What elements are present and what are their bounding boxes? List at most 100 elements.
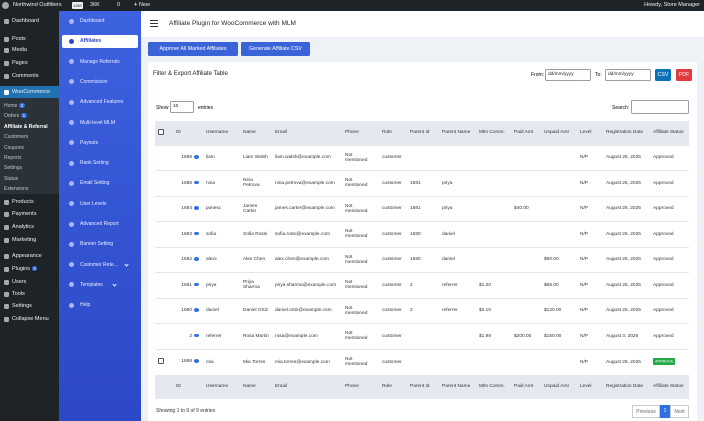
view-icon[interactable] bbox=[194, 231, 199, 236]
site-name[interactable]: Northwind Outfitters bbox=[13, 2, 62, 8]
submenu-item[interactable]: Home 2 bbox=[4, 102, 25, 110]
column-header[interactable]: Affiliate Status bbox=[650, 121, 689, 145]
column-header[interactable]: Unpaid Amt bbox=[541, 121, 577, 145]
view-icon[interactable] bbox=[194, 257, 199, 261]
length-select[interactable]: 10 bbox=[170, 101, 194, 113]
menu-item[interactable]: Dashboard bbox=[12, 17, 39, 25]
column-header[interactable]: Username bbox=[203, 121, 240, 145]
menu-item[interactable]: Users bbox=[12, 278, 26, 286]
plugin-menu-item[interactable]: Multi-level MLM bbox=[80, 119, 116, 126]
menu-item[interactable]: WooCommerce bbox=[12, 88, 50, 96]
column-header[interactable]: Email bbox=[272, 121, 342, 145]
column-header[interactable]: Mlm Comm. bbox=[476, 374, 511, 399]
menu-item[interactable]: Marketing bbox=[12, 236, 36, 244]
column-header[interactable]: Level bbox=[577, 121, 603, 145]
column-header[interactable]: Mlm Comm. bbox=[476, 121, 511, 145]
page-button[interactable]: 1 bbox=[660, 405, 670, 418]
row-checkbox[interactable] bbox=[158, 358, 164, 364]
column-header[interactable]: ID bbox=[173, 374, 203, 399]
column-header[interactable]: Parent Id bbox=[407, 374, 439, 399]
search-input[interactable] bbox=[631, 100, 689, 114]
new-link[interactable]: New bbox=[139, 2, 151, 8]
column-header[interactable]: Name bbox=[240, 374, 272, 399]
next-button[interactable]: Next bbox=[670, 405, 689, 418]
menu-item[interactable]: Media bbox=[12, 46, 27, 54]
column-header[interactable]: ID bbox=[173, 121, 203, 145]
menu-item[interactable]: Comments bbox=[12, 72, 39, 80]
plugin-menu-item[interactable]: Advanced Report bbox=[80, 221, 119, 227]
view-icon[interactable] bbox=[194, 180, 199, 185]
previous-button[interactable]: Previous bbox=[632, 405, 660, 418]
view-icon[interactable] bbox=[194, 206, 199, 210]
plugin-menu-item[interactable]: User Levels bbox=[80, 200, 107, 207]
menu-item[interactable]: Collapse Menu bbox=[12, 315, 49, 323]
menu-item[interactable]: Plugins 2 bbox=[12, 265, 38, 273]
menu-item[interactable]: Analytics bbox=[12, 223, 34, 231]
column-header[interactable]: Role bbox=[379, 121, 407, 145]
hamburger[interactable] bbox=[150, 20, 158, 21]
column-header[interactable]: Email bbox=[272, 374, 342, 399]
plugin-menu-item[interactable]: Advanced Features bbox=[80, 99, 124, 106]
column-header[interactable]: Affiliate Status bbox=[650, 374, 689, 399]
plugin-menu-item[interactable]: Rank Setting bbox=[80, 160, 109, 167]
menu-label: Comments bbox=[12, 73, 39, 79]
approve-button[interactable]: APPROVE bbox=[653, 358, 676, 365]
menu-item[interactable]: Posts bbox=[12, 35, 26, 43]
column-header[interactable]: Registration Date bbox=[603, 121, 650, 145]
column-header[interactable]: Registration Date bbox=[603, 374, 650, 399]
plugin-menu-item[interactable]: Banner Setting bbox=[80, 241, 114, 248]
column-header[interactable]: Parent Id bbox=[407, 121, 439, 145]
column-header[interactable]: Name bbox=[240, 121, 272, 145]
plugin-menu-item[interactable]: Email Setting bbox=[80, 180, 110, 187]
greeting[interactable]: Howdy, Store Manager bbox=[644, 2, 700, 8]
column-header[interactable]: Phone bbox=[342, 374, 379, 399]
select-all-checkbox[interactable] bbox=[158, 129, 164, 135]
table-row: 1684 jamesc James Carter james.carter@examp… bbox=[155, 195, 689, 222]
comments-count[interactable]: 0 bbox=[117, 2, 121, 8]
column-header[interactable]: Paid Amt bbox=[511, 121, 541, 145]
menu-item[interactable]: Appearance bbox=[12, 252, 42, 260]
column-header[interactable]: Parent Name bbox=[439, 121, 476, 145]
plugin-menu-item[interactable]: Dashboard bbox=[80, 18, 105, 24]
view-icon[interactable] bbox=[194, 333, 199, 338]
submenu-item[interactable]: Orders 1 bbox=[4, 112, 27, 120]
view-icon[interactable] bbox=[194, 308, 199, 312]
view-icon[interactable] bbox=[194, 282, 199, 287]
column-header[interactable]: Phone bbox=[342, 121, 379, 145]
submenu-item[interactable]: Reports bbox=[4, 154, 22, 162]
csv-button[interactable]: CSV bbox=[655, 69, 671, 81]
wp-logo[interactable] bbox=[2, 2, 9, 9]
column-header[interactable]: Role bbox=[379, 374, 407, 399]
plugin-menu-item[interactable]: Manage Referrals bbox=[80, 58, 120, 65]
submenu-item[interactable]: Coupons bbox=[4, 144, 24, 152]
plugin-menu-item[interactable]: Customer Rete... bbox=[80, 261, 118, 268]
generate-csv-button[interactable]: Generate Affiliate CSV bbox=[241, 42, 310, 56]
plugin-menu-item[interactable]: Commission bbox=[80, 78, 108, 85]
from-date-input[interactable]: dd/mm/yyyy bbox=[545, 69, 591, 81]
menu-item[interactable]: Payments bbox=[12, 210, 36, 218]
menu-item[interactable]: Tools bbox=[12, 290, 25, 298]
visits[interactable]: 36K bbox=[90, 2, 100, 8]
to-date-input[interactable]: dd/mm/yyyy bbox=[605, 69, 651, 81]
column-header[interactable]: Level bbox=[577, 374, 603, 399]
column-header[interactable]: Username bbox=[203, 374, 240, 399]
approve-all-button[interactable]: Approve All Marked Affiliates bbox=[148, 42, 238, 56]
submenu-item[interactable]: Extensions bbox=[4, 185, 28, 193]
column-header[interactable]: Parent Name bbox=[439, 374, 476, 399]
pdf-button[interactable]: PDF bbox=[676, 69, 692, 81]
plugin-menu-item[interactable]: Payouts bbox=[80, 139, 99, 146]
plugin-menu-item[interactable]: Templates bbox=[80, 281, 103, 288]
plugin-menu-item[interactable]: Help bbox=[80, 302, 91, 309]
submenu-item[interactable]: Settings bbox=[4, 164, 22, 172]
column-header[interactable]: Unpaid Amt bbox=[541, 374, 577, 399]
submenu-item[interactable]: Affiliate & Referral bbox=[4, 123, 48, 131]
menu-item[interactable]: Products bbox=[12, 198, 34, 206]
menu-item[interactable]: Settings bbox=[12, 302, 32, 310]
plugin-menu-item[interactable]: Affiliates bbox=[80, 38, 102, 45]
submenu-item[interactable]: Status bbox=[4, 175, 18, 183]
view-icon[interactable] bbox=[194, 155, 199, 159]
view-icon[interactable] bbox=[194, 359, 199, 363]
submenu-item[interactable]: Customers bbox=[4, 133, 28, 141]
menu-item[interactable]: Pages bbox=[12, 59, 28, 67]
column-header[interactable]: Paid Amt bbox=[511, 374, 541, 399]
